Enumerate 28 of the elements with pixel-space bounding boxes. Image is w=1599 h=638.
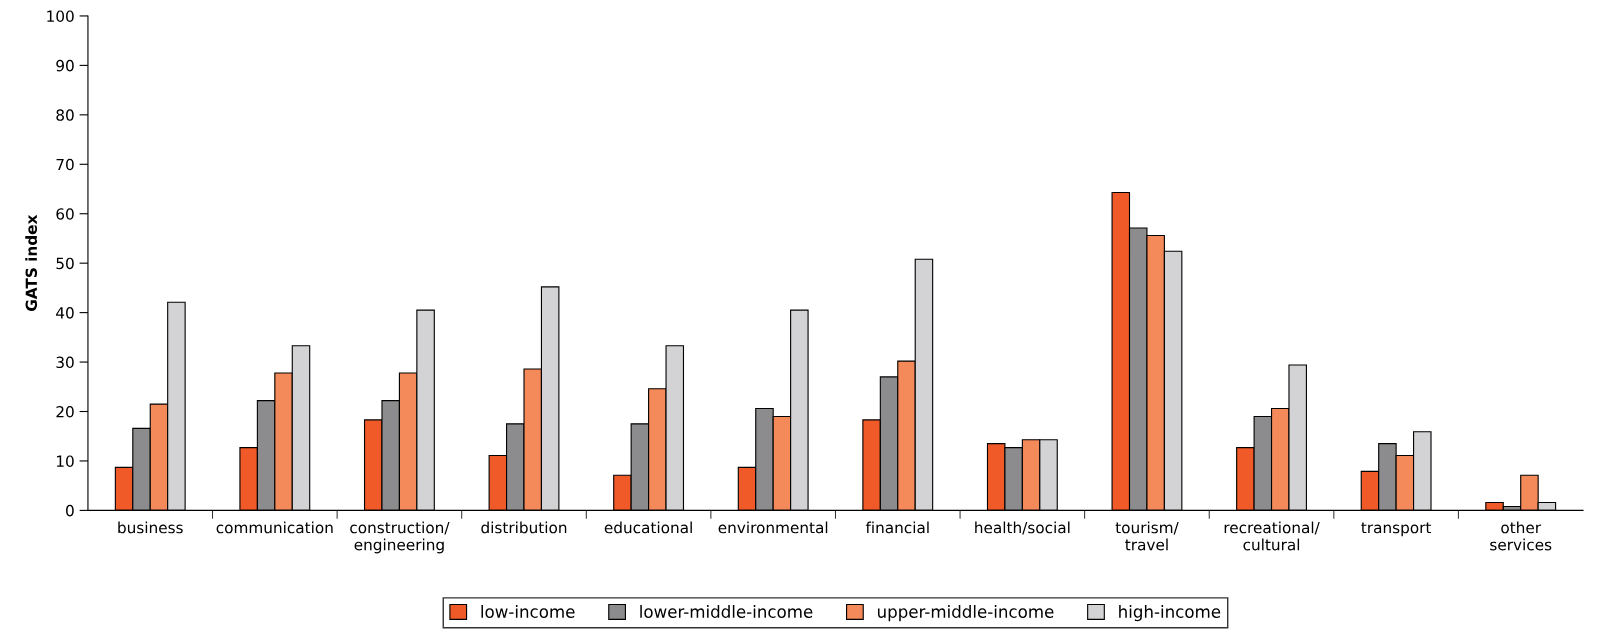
x-tick-label: construction/ engineering (350, 521, 450, 554)
x-tick-label: health/social (975, 521, 1070, 535)
x-tick-label: business (118, 521, 183, 534)
x-tick-label: educational (604, 521, 692, 534)
legend-label: high-income (1119, 605, 1221, 622)
y-tick-label: 80 (56, 109, 74, 121)
y-axis-title: GATS index (25, 214, 38, 312)
legend-label: low-income (481, 605, 575, 618)
x-tick-label: communication (216, 521, 333, 534)
y-tick-label: 30 (56, 356, 74, 369)
y-tick-label: 50 (56, 257, 74, 270)
x-tick-label: transport (1361, 522, 1432, 537)
x-tick-label: environmental (718, 521, 828, 534)
y-tick-label: 10 (56, 455, 74, 467)
y-tick-label: 70 (56, 158, 74, 171)
x-tick-label: distribution (481, 521, 567, 534)
y-tick-label: 100 (47, 10, 74, 22)
x-tick-label: financial (865, 521, 929, 534)
y-tick-label: 40 (56, 307, 74, 319)
y-tick-label: 60 (56, 208, 74, 220)
legend-label: lower-middle-income (640, 605, 813, 618)
x-tick-label: other services (1490, 521, 1552, 551)
legend-label: upper-middle-income (877, 605, 1054, 622)
x-tick-label: recreational/ cultural (1224, 521, 1320, 551)
y-tick-label: 0 (66, 504, 74, 517)
x-tick-label: tourism/ travel (1115, 521, 1179, 551)
y-tick-label: 90 (56, 59, 74, 72)
y-tick-label: 20 (56, 405, 74, 418)
